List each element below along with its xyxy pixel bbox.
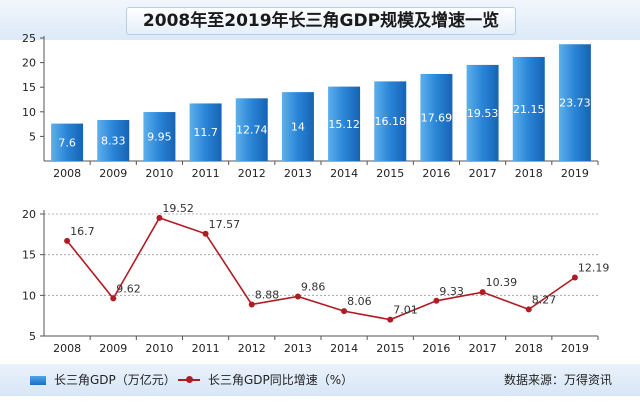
bar-x-tick-label: 2019 (561, 167, 589, 180)
bar-y-tick-label: 20 (22, 57, 36, 70)
line-x-tick-label: 2018 (515, 342, 543, 355)
line-x-tick-label: 2008 (53, 342, 81, 355)
growth-point (433, 297, 440, 304)
bar-value-label: 8.33 (101, 135, 126, 148)
growth-point (571, 274, 578, 281)
bar (374, 81, 407, 161)
line-y-tick-label: 5 (29, 330, 36, 343)
line-x-tick-label: 2009 (99, 342, 127, 355)
line-y-tick-label: 10 (22, 289, 36, 302)
bar (143, 112, 176, 161)
bar-x-tick-label: 2013 (284, 167, 312, 180)
bar-x-tick-label: 2010 (145, 167, 173, 180)
bar-x-tick-label: 2016 (422, 167, 450, 180)
line-x-tick-label: 2014 (330, 342, 358, 355)
bar-x-tick-label: 2012 (238, 167, 266, 180)
growth-point (202, 230, 209, 237)
growth-point (341, 308, 348, 315)
bar (420, 73, 453, 161)
growth-value-label: 9.62 (116, 282, 141, 295)
bar-value-label: 12.74 (236, 124, 268, 137)
growth-point (387, 316, 394, 323)
line-x-tick-label: 2019 (561, 342, 589, 355)
growth-line (66, 216, 576, 321)
growth-point (479, 289, 486, 296)
bar-value-label: 9.95 (147, 131, 172, 144)
bar (189, 103, 222, 161)
bar (281, 92, 314, 161)
bar-x-tick-label: 2015 (376, 167, 404, 180)
line-chart-axes: 5 10 15 20 2008 2009 2010 2011 2012 2013 2014 2015 2… (22, 208, 599, 355)
growth-point (156, 214, 163, 221)
bar-y-tick-label: 10 (22, 106, 36, 119)
line-x-tick-label: 2016 (422, 342, 450, 355)
growth-point (110, 295, 117, 302)
bar-value-label: 16.18 (375, 115, 407, 128)
bar-x-tick-label: 2011 (192, 167, 220, 180)
growth-value-label: 16.7 (70, 225, 95, 238)
growth-value-label: 8.27 (532, 293, 557, 306)
bar-x-tick-label: 2014 (330, 167, 358, 180)
growth-point (248, 301, 255, 308)
growth-value-label: 10.39 (486, 276, 518, 289)
bar-value-label: 15.12 (328, 118, 360, 131)
title-bar: 2008年至2019年长三角GDP规模及增速一览 (0, 0, 640, 40)
growth-point (525, 306, 532, 313)
bar-chart-axes: 5 10 15 20 25 2008 2009 2010 2011 2012 2013 2014 201… (22, 32, 599, 180)
bar (51, 123, 84, 161)
bar-x-tick-label: 2017 (469, 167, 497, 180)
growth-value-label: 9.33 (439, 285, 464, 298)
legend-bar-label: 长三角GDP（万亿元） (54, 373, 176, 387)
bar-value-label: 17.69 (421, 111, 453, 124)
data-source: 数据来源：万得资讯 (503, 373, 612, 387)
line-x-tick-label: 2012 (238, 342, 266, 355)
line-x-tick-label: 2015 (376, 342, 404, 355)
bar-value-label: 7.6 (58, 136, 76, 149)
bar (328, 86, 361, 161)
line-x-tick-label: 2013 (284, 342, 312, 355)
bar (558, 44, 591, 162)
line-x-tick-label: 2017 (469, 342, 497, 355)
growth-value-label: 8.88 (255, 288, 280, 301)
bar-x-tick-label: 2008 (53, 167, 81, 180)
bar-y-tick-label: 25 (22, 32, 36, 45)
line-y-tick-label: 20 (22, 208, 36, 221)
growth-value-label: 8.06 (347, 295, 372, 308)
bar-value-label: 14 (291, 121, 305, 134)
bar (97, 120, 130, 161)
bar-y-tick-label: 15 (22, 81, 36, 94)
line-y-tick-label: 15 (22, 249, 36, 262)
bar-value-label: 23.73 (559, 97, 591, 110)
legend-bar-swatch (30, 376, 46, 385)
line-x-tick-label: 2010 (145, 342, 173, 355)
legend-line-label: 长三角GDP同比增速（%） (208, 373, 354, 387)
bar-value-label: 21.15 (513, 103, 545, 116)
legend-line-marker (186, 376, 193, 383)
chart-title: 2008年至2019年长三角GDP规模及增速一览 (126, 7, 516, 35)
growth-value-label: 17.57 (209, 218, 241, 231)
bar (235, 98, 268, 161)
bar-series: 7.6 8.33 9.95 11.7 12.74 14 15.12 16.18 17.69 19.… (51, 44, 591, 162)
bar-value-label: 11.7 (193, 126, 218, 139)
bar-y-tick-label: 5 (29, 130, 36, 143)
growth-value-label: 12.19 (578, 262, 610, 275)
bar (466, 64, 499, 161)
growth-value-label: 7.01 (393, 304, 418, 317)
bar (512, 56, 545, 161)
growth-point (64, 237, 71, 244)
line-x-tick-label: 2011 (192, 342, 220, 355)
line-series: 16.7 9.62 19.52 17.57 8.88 9.86 8.06 7.01 9.33 10… (64, 202, 609, 323)
bar-value-label: 19.53 (467, 107, 499, 120)
growth-point (294, 293, 301, 300)
bar-x-tick-label: 2018 (515, 167, 543, 180)
growth-value-label: 9.86 (301, 280, 326, 293)
bar-x-tick-label: 2009 (99, 167, 127, 180)
growth-value-label: 19.52 (162, 202, 194, 215)
legend-bar: 长三角GDP（万亿元） 长三角GDP同比增速（%） 数据来源：万得资讯 (0, 364, 640, 396)
